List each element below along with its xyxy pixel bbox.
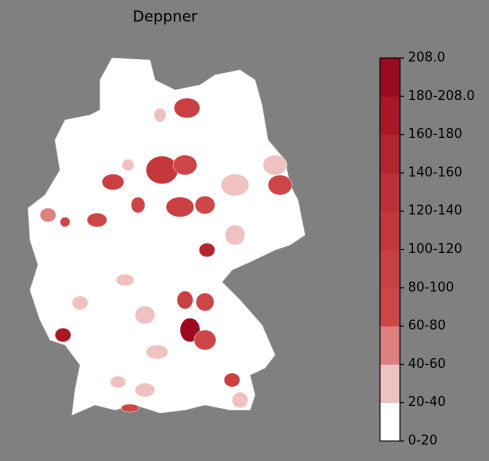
district-patch — [134, 382, 156, 398]
district-patch — [130, 196, 146, 214]
colorbar-tick-label: 100-120 — [408, 242, 462, 257]
colorbar-band — [380, 249, 400, 289]
district-patch — [134, 305, 156, 325]
district-patch — [86, 212, 108, 228]
colorbar-tick-label: 208.0 — [408, 51, 445, 66]
district-patch — [223, 372, 241, 388]
colorbar-band — [380, 287, 400, 327]
district-patch — [224, 224, 246, 246]
colorbar-tick-label: 160-180 — [408, 127, 462, 142]
district-patch — [120, 403, 140, 413]
district-patch — [194, 195, 216, 215]
district-patch — [220, 173, 250, 197]
district-patch — [173, 97, 201, 119]
country-outline — [27, 57, 306, 416]
district-patch — [145, 344, 169, 360]
colorbar-band — [380, 326, 400, 365]
colorbar-tick-label: 140-160 — [408, 165, 462, 180]
district-patch — [172, 154, 198, 176]
district-patch — [145, 155, 179, 185]
district-patch — [39, 207, 57, 223]
chart-title: Deppner — [133, 8, 199, 26]
colorbar-tick-label: 180-208.0 — [408, 89, 475, 104]
colorbar-band — [380, 172, 400, 212]
colorbar-tick-label: 60-80 — [408, 319, 446, 334]
district-patch — [109, 375, 127, 389]
colorbar-tick-label: 0-20 — [408, 434, 438, 449]
colorbar-band — [380, 402, 400, 442]
district-patch — [198, 242, 216, 258]
district-patch — [71, 295, 89, 311]
colorbar: 0-20 20-40 40-60 60-80 80-100 100-120 120-140 1… — [379, 51, 475, 449]
colorbar-tick-label: 20-40 — [408, 395, 446, 410]
colorbar-tick-label: 120-140 — [408, 204, 462, 219]
district-patch — [262, 154, 288, 176]
district-patch — [176, 290, 194, 310]
district-patch — [101, 173, 125, 191]
district-patch — [165, 196, 195, 218]
district-patch — [153, 107, 167, 123]
district-patch — [59, 216, 71, 228]
colorbar-band — [380, 134, 400, 174]
colorbar-band — [380, 58, 400, 97]
map — [27, 57, 306, 416]
colorbar-band — [380, 211, 400, 250]
colorbar-tick-label: 40-60 — [408, 357, 446, 372]
district-patch — [54, 327, 72, 343]
district-patch — [121, 158, 135, 172]
district-patch — [231, 391, 249, 409]
district-patch — [267, 174, 293, 196]
district-patch — [193, 329, 217, 351]
colorbar-band — [380, 364, 400, 403]
district-patch — [115, 273, 135, 287]
colorbar-tick-label: 80-100 — [408, 280, 454, 295]
colorbar-band — [380, 96, 400, 135]
district-patch — [195, 292, 215, 312]
